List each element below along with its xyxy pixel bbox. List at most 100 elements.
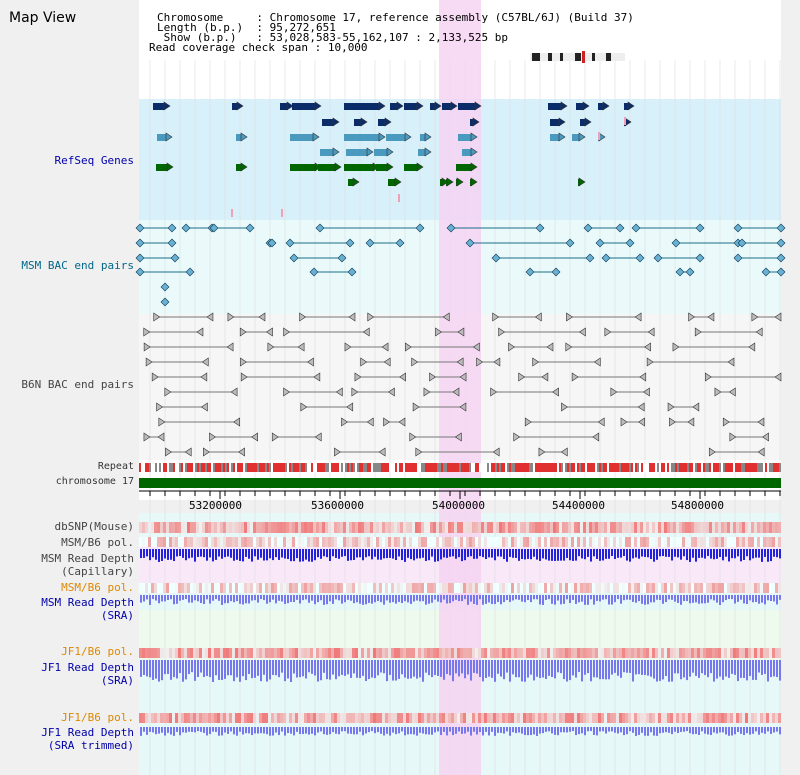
read-depth-bar [539,727,541,734]
read-depth-bar [155,660,157,679]
snp-density-cell [757,522,760,533]
track-label-msm-depth-cap[interactable]: MSM Read Depth [41,552,134,565]
read-depth-bar [188,727,190,732]
read-depth-bar [650,595,652,603]
read-depth-bar [443,549,445,558]
snp-density-cell [406,648,409,658]
read-depth-bar [647,595,649,605]
snp-density-cell [418,648,421,658]
read-depth-bar [320,595,322,601]
snp-density-cell [190,583,193,593]
bac-end-mark [233,417,240,427]
snp-density-cell [625,648,628,658]
read-depth-bar [635,549,637,558]
bac-end-mark [367,312,375,322]
read-depth-bar [734,660,736,675]
track-label-b6n-bac[interactable]: B6N BAC end pairs [21,378,134,391]
read-depth-bar [470,660,472,681]
repeat-mark [605,463,607,472]
repeat-mark [671,463,673,472]
snp-density-cell [436,583,439,593]
snp-density-cell [226,713,229,723]
repeat-mark [245,463,247,472]
snp-density-cell [313,583,316,593]
repeat-mark [319,463,321,472]
snp-density-cell [229,537,232,547]
snp-density-cell [532,713,535,723]
snp-density-cell [769,713,772,723]
track-label-msm-pol[interactable]: MSM/B6 pol. [61,536,134,549]
snp-density-cell [145,537,148,547]
repeat-mark [649,463,651,472]
track-label-msm-pol-sra[interactable]: MSM/B6 pol. [61,581,134,594]
bac-end-mark [283,387,291,397]
read-depth-bar [644,549,646,557]
repeat-mark [737,463,739,472]
snp-density-cell [157,537,160,547]
snp-density-cell [151,713,154,723]
read-depth-bar [344,595,346,603]
snp-density-cell [313,522,316,533]
bac-end-mark [704,372,712,382]
read-depth-bar [392,660,394,681]
track-label-msm-depth-sra[interactable]: MSM Read Depth [41,596,134,609]
read-depth-bar [626,727,628,735]
snp-density-cell [478,537,481,547]
track-label-jf1-pol[interactable]: JF1/B6 pol. [61,645,134,658]
snp-density-cell [322,648,325,658]
snp-density-cell [250,583,253,593]
read-depth-bar [173,727,175,736]
snp-density-cell [370,648,373,658]
bac-end-mark [620,417,628,427]
repeat-mark [327,463,329,472]
snp-density-cell [400,583,403,593]
read-depth-bar [536,549,538,560]
snp-density-cell [466,537,469,547]
read-depth-bar [179,549,181,557]
read-depth-bar [389,549,391,558]
read-depth-bar [440,660,442,677]
snp-density-cell [625,583,628,593]
track-label-msm-bac[interactable]: MSM BAC end pairs [21,259,134,272]
track-label-chromosome[interactable]: chromosome 17 [55,476,134,487]
repeat-mark [527,463,529,472]
repeat-mark [279,463,281,472]
snp-density-cell [196,713,199,723]
bac-end-mark [135,223,145,233]
read-depth-bar [185,727,187,733]
snp-density-cell [388,583,391,593]
snp-density-cell [193,583,196,593]
snp-density-cell [613,713,616,723]
track-label-jf1-pol-trim[interactable]: JF1/B6 pol. [61,711,134,724]
track-label-dbsnp[interactable]: dbSNP(Mouse) [54,520,134,533]
read-depth-bar [545,727,547,732]
snp-density-cell [331,583,334,593]
read-depth-bar [497,727,499,733]
track-label-repeat[interactable]: Repeat [97,461,134,472]
track-label-jf1-depth-trim[interactable]: JF1 Read Depth [41,726,134,739]
snp-density-cell [442,583,445,593]
bac-end-mark [498,327,506,337]
read-depth-bar [179,660,181,674]
snp-density-cell [232,537,235,547]
repeat-mark [673,463,675,472]
gene-strand-arrow [378,132,386,142]
snp-density-cell [361,648,364,658]
read-depth-bar [440,727,442,736]
track-label-jf1-depth-sra[interactable]: JF1 Read Depth [41,661,134,674]
track-label-refseq[interactable]: RefSeq Genes [54,154,134,167]
snp-density-cell [538,583,541,593]
gene-strand-arrow [470,177,478,187]
read-depth-bar [599,660,601,680]
read-depth-bar [593,727,595,735]
snp-density-cell [649,522,652,533]
snp-density-cell [661,583,664,593]
snp-density-cell [370,583,373,593]
gene-exon [232,103,238,110]
read-depth-bar [584,595,586,605]
repeat-mark [389,463,391,472]
read-depth-bar [770,595,772,601]
snp-density-cell [367,583,370,593]
snp-density-cell [730,713,733,723]
